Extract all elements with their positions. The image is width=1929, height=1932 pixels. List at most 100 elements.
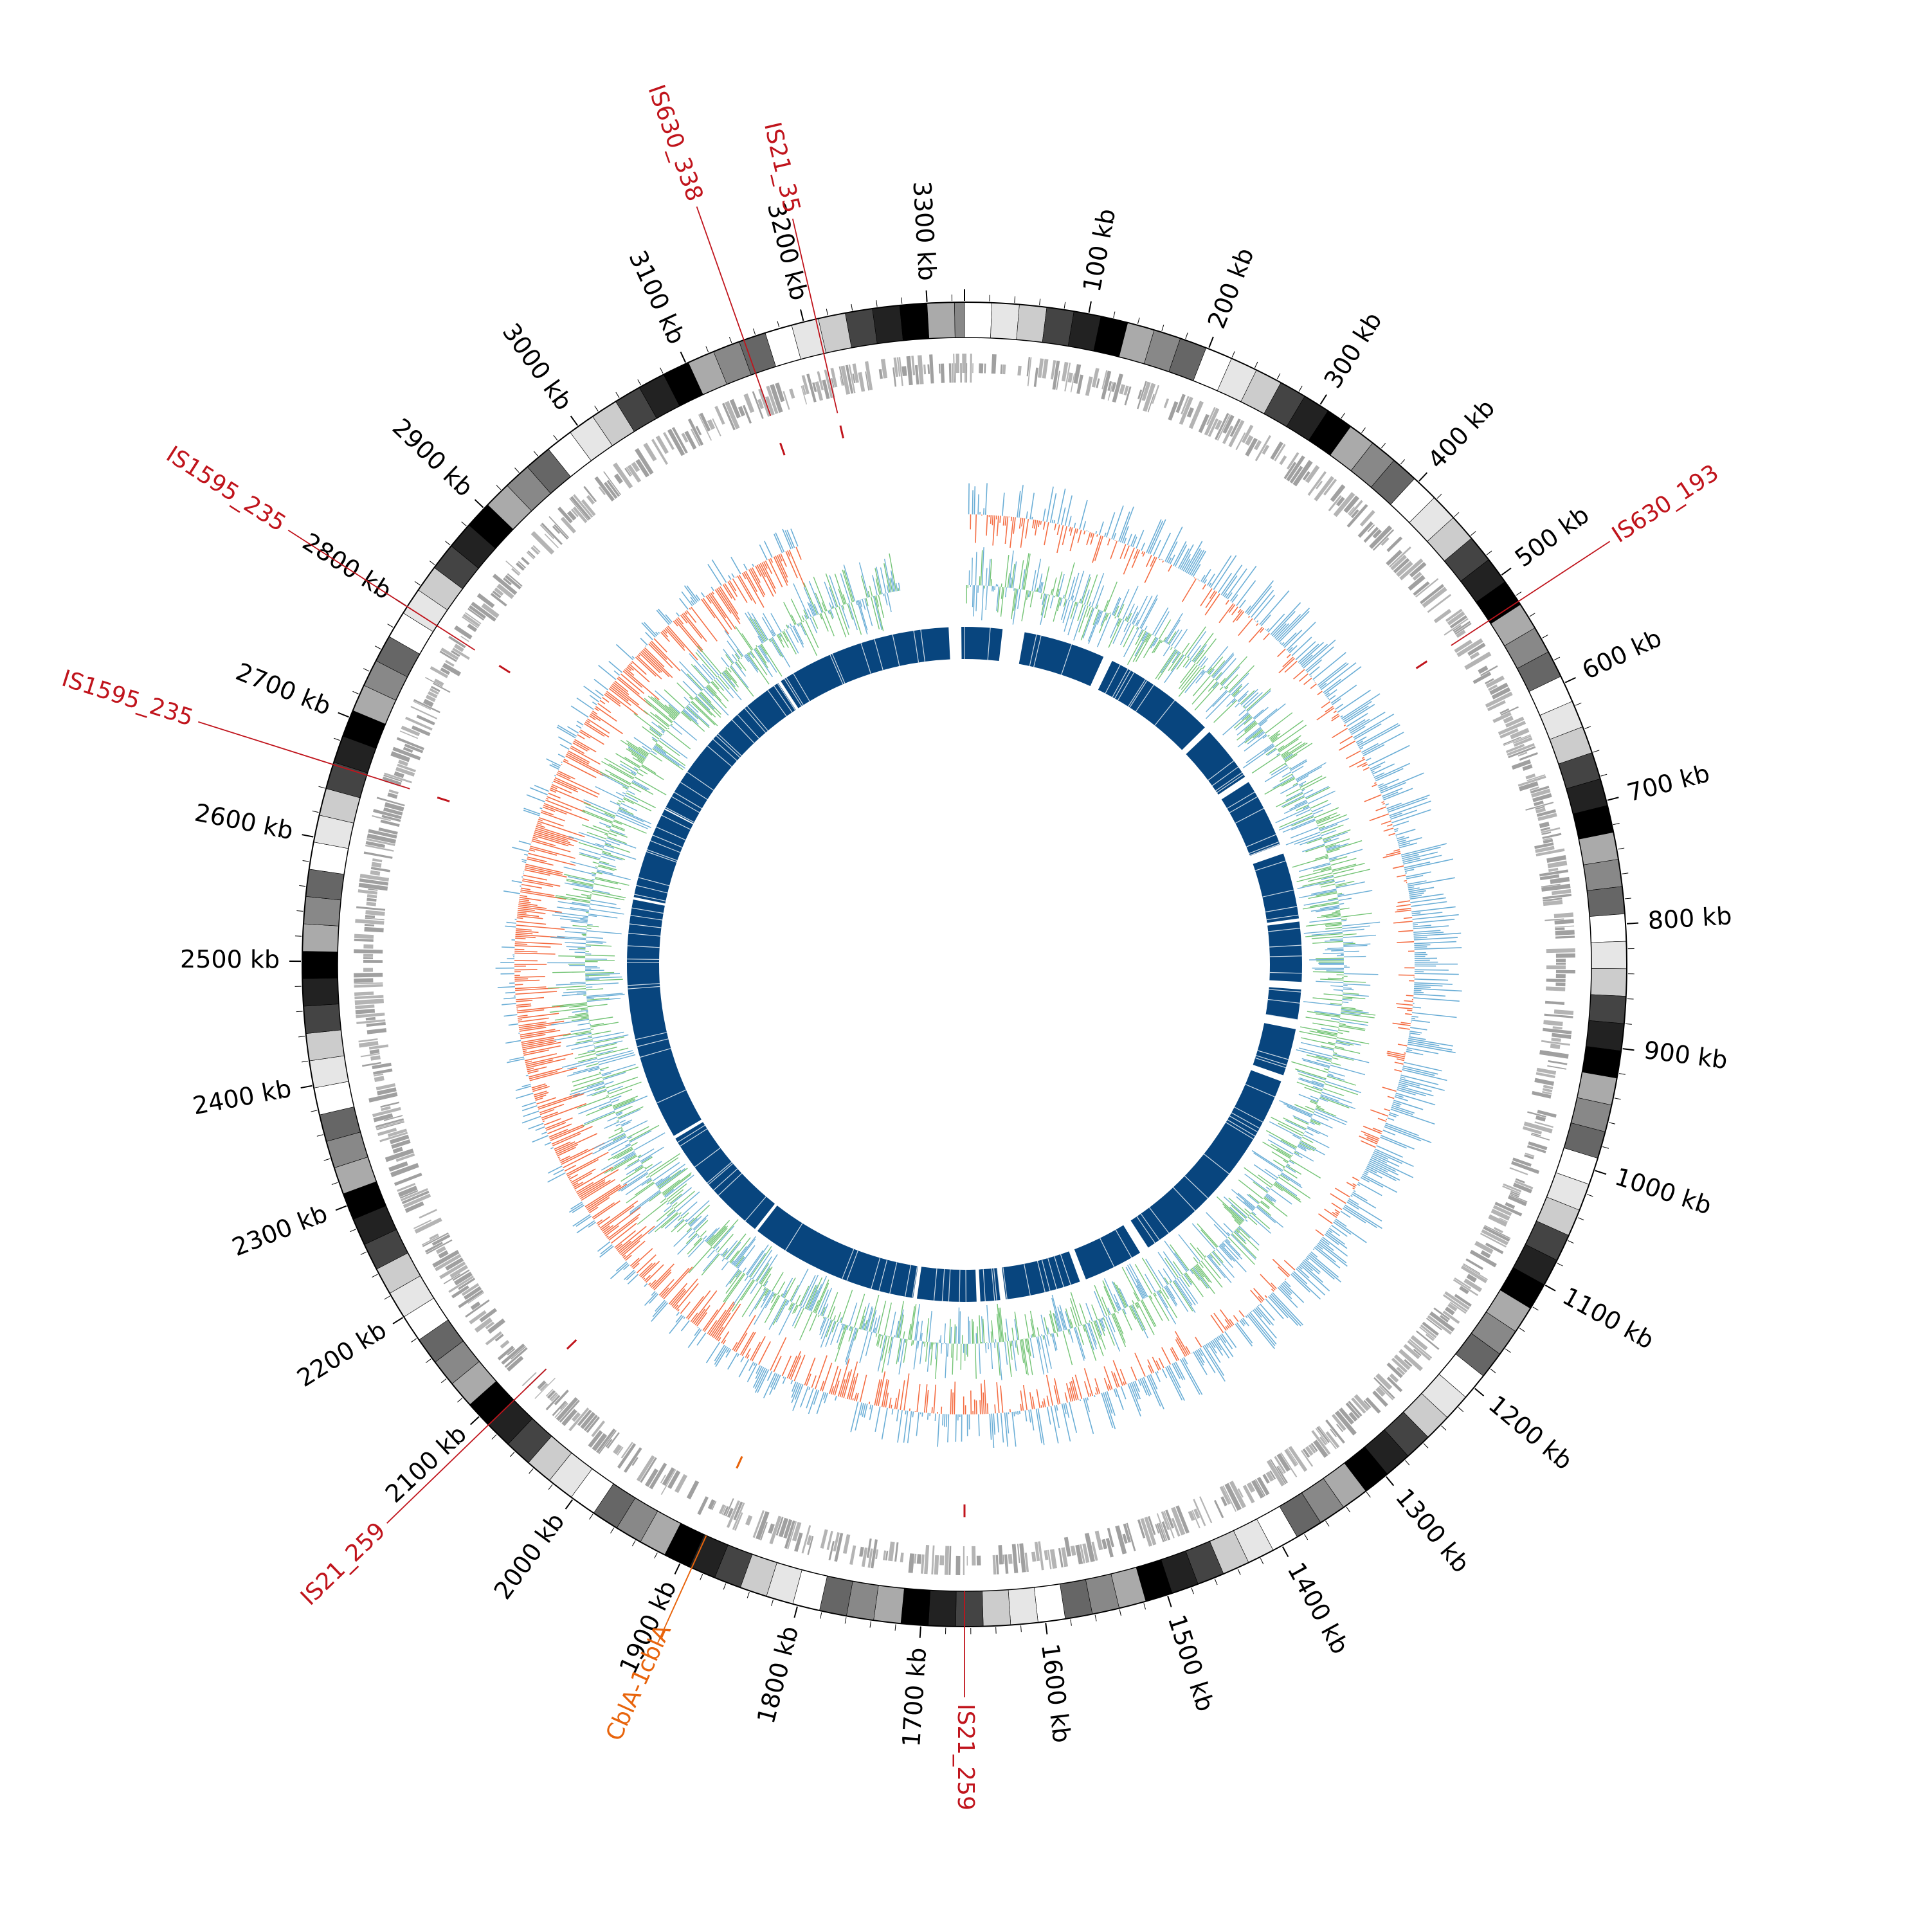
tick-mark [1625,898,1631,899]
tick-mark [317,1135,323,1137]
blast-hit-blocks [627,627,1302,1302]
tick-mark [660,368,664,374]
ideogram-band [954,302,964,338]
tick-mark [1627,999,1634,1000]
ideogram-band [964,302,992,338]
tick-mark [1046,1623,1047,1634]
tick-mark [1095,1615,1096,1621]
tick-mark [1162,325,1164,331]
tick-mark [1602,1147,1609,1149]
tick-mark [1346,1507,1350,1512]
tick-mark [312,811,319,812]
tick-mark [870,1621,871,1628]
tick-label: 600 kb [1578,624,1666,685]
tick-mark [1277,374,1280,379]
tick-mark [1595,1171,1606,1175]
tick-mark [1260,1558,1263,1564]
tick-mark [1305,1534,1308,1540]
tick-mark [471,1416,479,1424]
tick-mark [361,1252,367,1254]
tick-mark [1471,531,1476,535]
tick-label: 2000 kb [488,1508,570,1605]
tick-mark [1442,1426,1446,1431]
ideogram-band [303,1004,341,1034]
tick-mark [1609,1123,1615,1124]
tick-mark [706,347,709,352]
tick-mark [1341,413,1345,418]
feature-marker [437,797,449,801]
tick-mark [1454,512,1459,517]
tick-label: 1200 kb [1483,1390,1578,1476]
tick-mark [385,1296,390,1299]
tick-label: 2100 kb [380,1420,472,1508]
ideogram-band [303,896,341,926]
ideogram-band [874,1585,905,1623]
gc-content-track [547,547,1380,1380]
tick-label: 3100 kb [623,246,691,348]
tick-mark [1575,703,1581,705]
feature-marker [499,665,510,673]
tick-mark [747,1592,749,1598]
tick-label: 1300 kb [1390,1483,1475,1578]
tick-mark [336,1206,347,1211]
tick-mark [299,885,305,886]
tick-mark [1232,351,1235,357]
tick-mark [1366,1492,1370,1497]
tick-mark [1419,473,1427,481]
feature-marker [840,426,843,438]
tick-mark [1530,613,1535,617]
tick-label: 3000 kb [497,318,578,416]
tick-mark [571,416,577,426]
tick-label: 1700 kb [897,1647,932,1747]
tick-label: 2700 kb [232,657,335,721]
tick-mark [515,468,520,473]
tick-label: 100 kb [1078,206,1121,294]
tick-label: 1000 kb [1611,1162,1715,1220]
tick-mark [298,1036,305,1037]
tick-mark [700,1574,703,1580]
tick-mark [1615,1098,1621,1099]
tick-mark [296,1011,303,1012]
tick-mark [595,406,599,411]
tick-mark [1533,1307,1539,1310]
tick-mark [851,304,853,311]
ideogram-band [900,303,929,341]
tick-mark [1543,635,1548,638]
tick-mark [1490,1369,1496,1373]
tick-mark [1386,1477,1393,1486]
tick-mark [1209,337,1213,348]
feature-label: IS1595_235 [161,441,290,537]
ideogram-band [1584,859,1622,890]
tick-label: 500 kb [1510,500,1595,572]
tick-mark [296,911,303,912]
tick-mark [895,1624,896,1630]
tick-mark [1458,1407,1463,1412]
ideogram-band [1034,1584,1065,1623]
tick-mark [845,1617,846,1623]
tick-mark [1613,823,1620,824]
tick-mark [876,300,877,307]
feature-marker [780,443,784,455]
ideogram-band [901,1588,930,1625]
tick-label: 700 kb [1624,759,1713,807]
tick-mark [1400,460,1405,465]
tick-mark [1320,395,1327,404]
tick-mark [1215,1579,1217,1585]
tick-mark [375,646,381,649]
ideogram-band [302,978,339,1006]
tick-mark [1501,568,1511,575]
ideogram-band [1587,887,1625,917]
tick-mark [729,337,732,343]
tick-label: 300 kb [1319,307,1388,393]
tick-mark [1505,1349,1510,1353]
tick-mark [1064,302,1065,309]
tick-label: 3200 kb [762,200,813,303]
feature-label: IS630_338 [642,82,708,205]
tick-mark [1585,727,1591,729]
ideogram-band [873,305,903,344]
blast-hit-ring [627,627,1302,1302]
tick-mark [1186,333,1188,339]
tick-mark [1071,1620,1072,1626]
feature-marker [1417,662,1427,669]
